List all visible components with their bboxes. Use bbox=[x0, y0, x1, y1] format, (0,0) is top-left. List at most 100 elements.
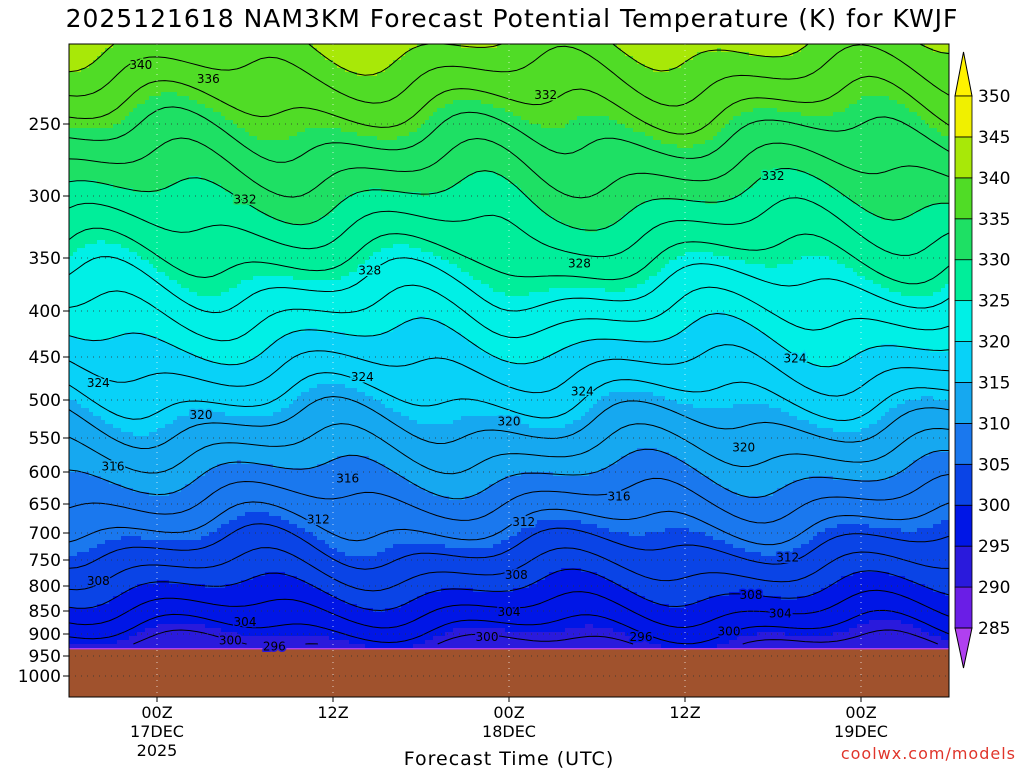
fill-cell bbox=[489, 352, 554, 357]
fill-cell bbox=[513, 420, 574, 425]
y-tick-label: 950 bbox=[29, 647, 61, 667]
fill-cell bbox=[429, 192, 526, 197]
contour-label: 320 bbox=[732, 441, 755, 455]
colorbar-label: 305 bbox=[978, 455, 1010, 475]
fill-cell bbox=[393, 60, 638, 65]
fill-cell bbox=[69, 196, 238, 201]
fill-cell bbox=[877, 420, 949, 425]
contour-line-304 bbox=[69, 523, 949, 570]
colorbar-band bbox=[954, 422, 973, 465]
fill-cell bbox=[69, 464, 218, 469]
fill-cell bbox=[377, 72, 949, 77]
fill-cell bbox=[69, 280, 178, 285]
fill-cell bbox=[725, 312, 949, 317]
fill-cell bbox=[433, 636, 638, 641]
contour-label: 316 bbox=[336, 471, 359, 485]
fill-cell bbox=[281, 516, 949, 521]
fill-cell bbox=[489, 484, 722, 489]
fill-cell bbox=[69, 412, 94, 417]
fill-cell bbox=[769, 336, 949, 341]
fill-cell bbox=[905, 216, 949, 221]
y-tick-label: 500 bbox=[29, 391, 61, 411]
fill-cell bbox=[437, 108, 506, 113]
fill-cell bbox=[933, 588, 949, 593]
fill-cell bbox=[113, 424, 166, 429]
fill-cell bbox=[581, 568, 949, 573]
fill-cell bbox=[385, 464, 610, 469]
fill-cell bbox=[257, 136, 290, 141]
contour-label: 340 bbox=[129, 58, 152, 72]
fill-cell bbox=[97, 544, 330, 549]
fill-cell bbox=[205, 104, 446, 109]
fill-cell bbox=[785, 632, 834, 637]
fill-cell bbox=[237, 632, 446, 637]
fill-cell bbox=[897, 344, 949, 349]
fill-cell bbox=[461, 416, 498, 421]
fill-cell bbox=[213, 108, 438, 113]
fill-cell bbox=[241, 460, 330, 465]
fill-cell bbox=[377, 136, 398, 141]
fill-cell bbox=[637, 60, 686, 65]
fill-cell bbox=[529, 196, 734, 201]
colorbar-band bbox=[954, 463, 973, 506]
fill-cell bbox=[149, 432, 949, 437]
fill-cell bbox=[441, 256, 678, 261]
fill-cell bbox=[761, 176, 818, 181]
y-tick-label: 800 bbox=[29, 577, 61, 597]
fill-cell bbox=[401, 604, 670, 609]
fill-cell bbox=[329, 544, 394, 549]
fill-cell bbox=[129, 112, 222, 117]
fill-cell bbox=[797, 416, 882, 421]
fill-cell bbox=[725, 540, 810, 545]
fill-cell bbox=[69, 632, 138, 637]
fill-cell bbox=[465, 176, 506, 181]
fill-cell bbox=[293, 276, 342, 281]
fill-cell bbox=[537, 580, 614, 585]
contour-line-302 bbox=[69, 547, 949, 592]
contour-line-322 bbox=[69, 284, 949, 342]
fill-cell bbox=[621, 456, 678, 461]
fill-cell bbox=[533, 200, 646, 205]
fill-cell bbox=[137, 104, 206, 109]
fill-cell bbox=[185, 484, 418, 489]
fill-cell bbox=[593, 404, 694, 409]
fill-cell bbox=[669, 336, 770, 341]
fill-cell bbox=[165, 340, 274, 345]
fill-cell bbox=[745, 188, 838, 193]
fill-cell bbox=[69, 576, 254, 581]
fill-cell bbox=[777, 108, 846, 113]
fill-cell bbox=[145, 100, 198, 105]
fill-cell bbox=[925, 584, 949, 589]
fill-cell bbox=[69, 152, 949, 157]
fill-cell bbox=[829, 256, 949, 261]
fill-cell bbox=[69, 136, 258, 141]
fill-cell bbox=[397, 472, 522, 477]
fill-cell bbox=[169, 580, 242, 585]
fill-cell bbox=[857, 100, 898, 105]
fill-cell bbox=[505, 292, 530, 297]
fill-cell bbox=[441, 588, 474, 593]
fill-cell bbox=[225, 412, 274, 417]
credit-text[interactable]: coolwx.com/models bbox=[840, 744, 1016, 763]
fill-cell bbox=[137, 252, 374, 257]
fill-cell bbox=[357, 72, 378, 77]
fill-cell bbox=[157, 268, 358, 273]
fill-cell bbox=[525, 192, 742, 197]
fill-cell bbox=[505, 176, 762, 181]
contour-label: 316 bbox=[608, 489, 631, 503]
fill-cell bbox=[597, 228, 949, 233]
fill-cell bbox=[69, 560, 949, 565]
fill-cell bbox=[545, 576, 606, 581]
fill-cell bbox=[845, 264, 949, 269]
fill-cell bbox=[69, 272, 166, 277]
y-tick-label: 350 bbox=[29, 249, 61, 269]
fill-cell bbox=[645, 64, 682, 69]
fill-cell bbox=[549, 572, 598, 577]
fill-cell bbox=[937, 128, 949, 133]
fill-cell bbox=[229, 520, 290, 525]
fill-cell bbox=[449, 260, 670, 265]
fill-cell bbox=[705, 532, 818, 537]
fill-cell bbox=[753, 184, 830, 189]
fill-cell bbox=[793, 352, 858, 357]
fill-cell bbox=[69, 88, 949, 93]
